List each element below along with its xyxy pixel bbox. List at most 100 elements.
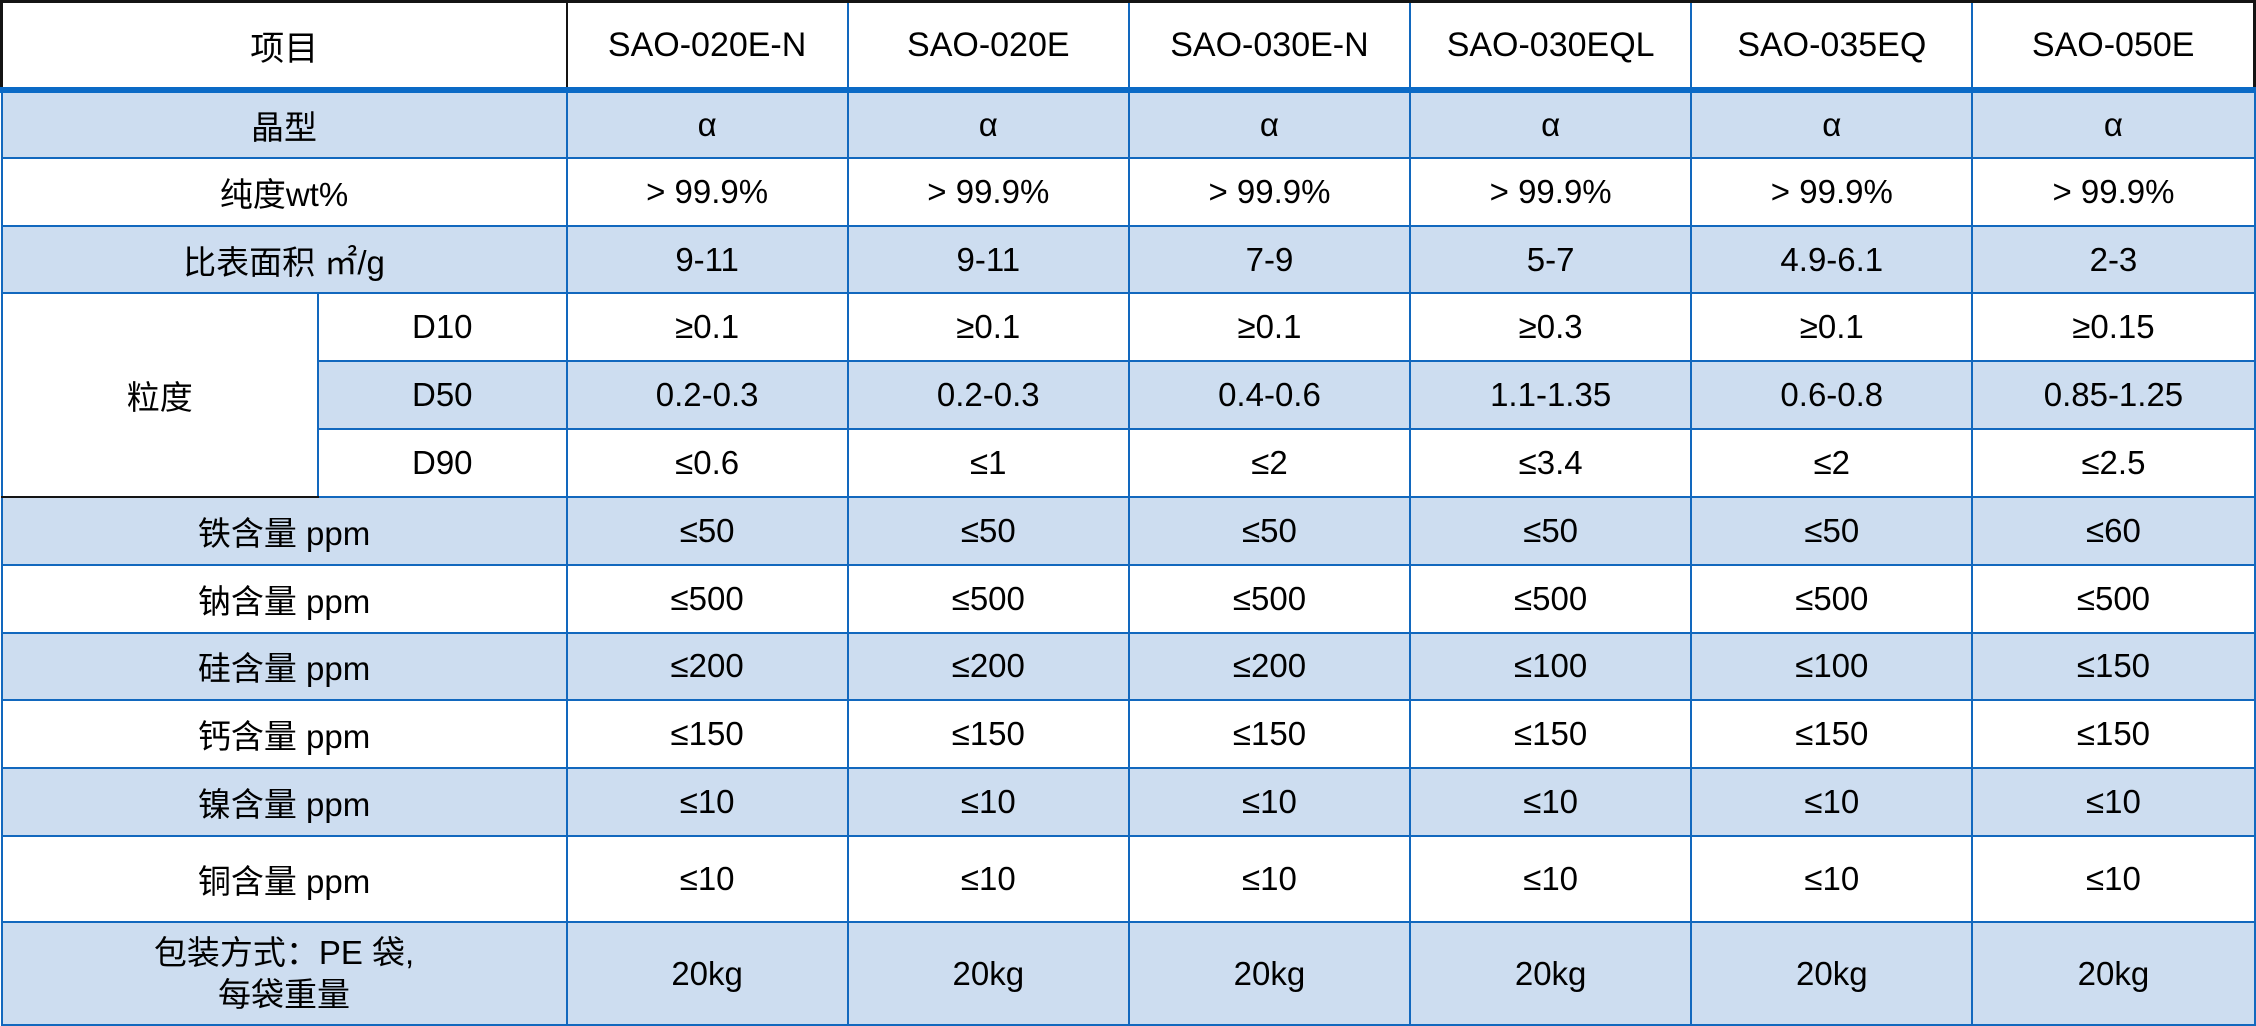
spec-cell: > 99.9% <box>1409 156 1693 227</box>
spec-cell: ≤200 <box>846 631 1130 702</box>
spec-cell: ≥0.1 <box>846 292 1130 363</box>
item-column-header: 项目 <box>0 0 568 93</box>
row-label-silicon-content: 硅含量 ppm <box>0 631 568 702</box>
spec-cell: ≤150 <box>846 699 1130 770</box>
spec-cell: ≤3.4 <box>1409 428 1693 498</box>
product-column-header: SAO-030E-N <box>1127 0 1412 93</box>
group-label-particle-size: 粒度 <box>0 292 320 498</box>
row-packaging: 包装方式：PE 袋, 每袋重量 20kg 20kg 20kg 20kg 20kg… <box>0 921 2256 1026</box>
product-column-header: SAO-020E-N <box>565 0 849 93</box>
row-copper-content: 铜含量 ppm ≤10 ≤10 ≤10 ≤10 ≤10 ≤10 <box>0 834 2256 924</box>
row-iron-content: 铁含量 ppm ≤50 ≤50 ≤50 ≤50 ≤50 ≤60 <box>0 495 2256 566</box>
spec-cell: ≤50 <box>1409 495 1693 566</box>
spec-cell: ≥0.1 <box>1127 292 1412 363</box>
spec-cell: ≤10 <box>565 834 849 924</box>
row-label-specific-surface-area: 比表面积 ㎡/g <box>0 224 568 295</box>
spec-cell: 20kg <box>565 921 849 1026</box>
row-specific-surface-area: 比表面积 ㎡/g 9-11 9-11 7-9 5-7 4.9-6.1 2-3 <box>0 224 2256 295</box>
spec-cell: ≤150 <box>1409 699 1693 770</box>
row-label-packaging: 包装方式：PE 袋, 每袋重量 <box>0 921 568 1026</box>
product-column-header: SAO-020E <box>846 0 1130 93</box>
spec-cell: ≤500 <box>1127 563 1412 634</box>
row-calcium-content: 钙含量 ppm ≤150 ≤150 ≤150 ≤150 ≤150 ≤150 <box>0 699 2256 770</box>
spec-cell: ≤0.6 <box>565 428 849 498</box>
spec-cell: 4.9-6.1 <box>1690 224 1974 295</box>
row-d50: D50 0.2-0.3 0.2-0.3 0.4-0.6 1.1-1.35 0.6… <box>2 360 2256 431</box>
spec-cell: > 99.9% <box>1971 156 2256 227</box>
spec-cell: α <box>1690 89 1974 159</box>
row-purity: 纯度wt% > 99.9% > 99.9% > 99.9% > 99.9% > … <box>0 156 2256 227</box>
spec-cell: ≤150 <box>1971 699 2256 770</box>
spec-cell: 20kg <box>1409 921 1693 1026</box>
spec-cell: α <box>1971 89 2256 159</box>
row-d90: D90 ≤0.6 ≤1 ≤2 ≤3.4 ≤2 ≤2.5 <box>2 428 2256 498</box>
spec-cell: ≤10 <box>1127 834 1412 924</box>
spec-cell: 20kg <box>846 921 1130 1026</box>
row-crystal-type: 晶型 α α α α α α <box>0 89 2256 159</box>
spec-cell: ≤200 <box>565 631 849 702</box>
row-nickel-content: 镍含量 ppm ≤10 ≤10 ≤10 ≤10 ≤10 ≤10 <box>0 767 2256 837</box>
spec-cell: ≥0.3 <box>1409 292 1693 363</box>
spec-cell: ≤60 <box>1971 495 2256 566</box>
row-label-purity: 纯度wt% <box>0 156 568 227</box>
row-label-crystal-type: 晶型 <box>0 89 568 159</box>
product-column-header: SAO-030EQL <box>1409 0 1693 93</box>
spec-cell: ≥0.15 <box>1971 292 2256 363</box>
spec-cell: ≤100 <box>1409 631 1693 702</box>
row-label-nickel-content: 镍含量 ppm <box>0 767 568 837</box>
row-label-iron-content: 铁含量 ppm <box>0 495 568 566</box>
header-row: 项目 SAO-020E-N SAO-020E SAO-030E-N SAO-03… <box>0 0 2256 93</box>
spec-cell: ≤10 <box>846 834 1130 924</box>
row-label-copper-content: 铜含量 ppm <box>0 834 568 924</box>
spec-cell: 0.2-0.3 <box>846 360 1130 431</box>
spec-cell: ≤50 <box>1690 495 1974 566</box>
spec-cell: ≤10 <box>846 767 1130 837</box>
spec-cell: > 99.9% <box>565 156 849 227</box>
spec-cell: ≤10 <box>1690 767 1974 837</box>
row-sodium-content: 钠含量 ppm ≤500 ≤500 ≤500 ≤500 ≤500 ≤500 <box>0 563 2256 634</box>
spec-cell: ≤2.5 <box>1971 428 2256 498</box>
spec-cell: ≤150 <box>565 699 849 770</box>
spec-cell: ≤150 <box>1127 699 1412 770</box>
spec-cell: ≤50 <box>846 495 1130 566</box>
spec-cell: ≤150 <box>1690 699 1974 770</box>
spec-cell: > 99.9% <box>1690 156 1974 227</box>
product-column-header: SAO-050E <box>1971 0 2256 93</box>
spec-cell: ≤200 <box>1127 631 1412 702</box>
row-label-d90: D90 <box>317 428 568 498</box>
spec-cell: ≤10 <box>565 767 849 837</box>
spec-cell: α <box>565 89 849 159</box>
spec-cell: ≤2 <box>1690 428 1974 498</box>
row-label-d50: D50 <box>317 360 568 431</box>
row-label-d10: D10 <box>317 292 568 363</box>
spec-cell: ≥0.1 <box>1690 292 1974 363</box>
spec-cell: 20kg <box>1971 921 2256 1026</box>
spec-cell: ≤2 <box>1127 428 1412 498</box>
spec-cell: ≤50 <box>1127 495 1412 566</box>
spec-cell: ≤10 <box>1971 767 2256 837</box>
spec-cell: ≤500 <box>565 563 849 634</box>
spec-cell: α <box>1127 89 1412 159</box>
spec-cell: ≤500 <box>1690 563 1974 634</box>
spec-cell: 0.85-1.25 <box>1971 360 2256 431</box>
spec-cell: 0.2-0.3 <box>565 360 849 431</box>
spec-cell: > 99.9% <box>846 156 1130 227</box>
spec-cell: ≤100 <box>1690 631 1974 702</box>
spec-cell: 0.6-0.8 <box>1690 360 1974 431</box>
spec-cell: ≤500 <box>1971 563 2256 634</box>
spec-cell: ≤10 <box>1127 767 1412 837</box>
spec-cell: ≤10 <box>1409 834 1693 924</box>
spec-cell: ≤10 <box>1409 767 1693 837</box>
row-silicon-content: 硅含量 ppm ≤200 ≤200 ≤200 ≤100 ≤100 ≤150 <box>0 631 2256 702</box>
row-label-calcium-content: 钙含量 ppm <box>0 699 568 770</box>
spec-cell: α <box>846 89 1130 159</box>
spec-cell: 5-7 <box>1409 224 1693 295</box>
product-column-header: SAO-035EQ <box>1690 0 1974 93</box>
spec-cell: ≤10 <box>1971 834 2256 924</box>
row-label-sodium-content: 钠含量 ppm <box>0 563 568 634</box>
spec-cell: 9-11 <box>565 224 849 295</box>
spec-cell: ≤500 <box>846 563 1130 634</box>
spec-cell: 9-11 <box>846 224 1130 295</box>
